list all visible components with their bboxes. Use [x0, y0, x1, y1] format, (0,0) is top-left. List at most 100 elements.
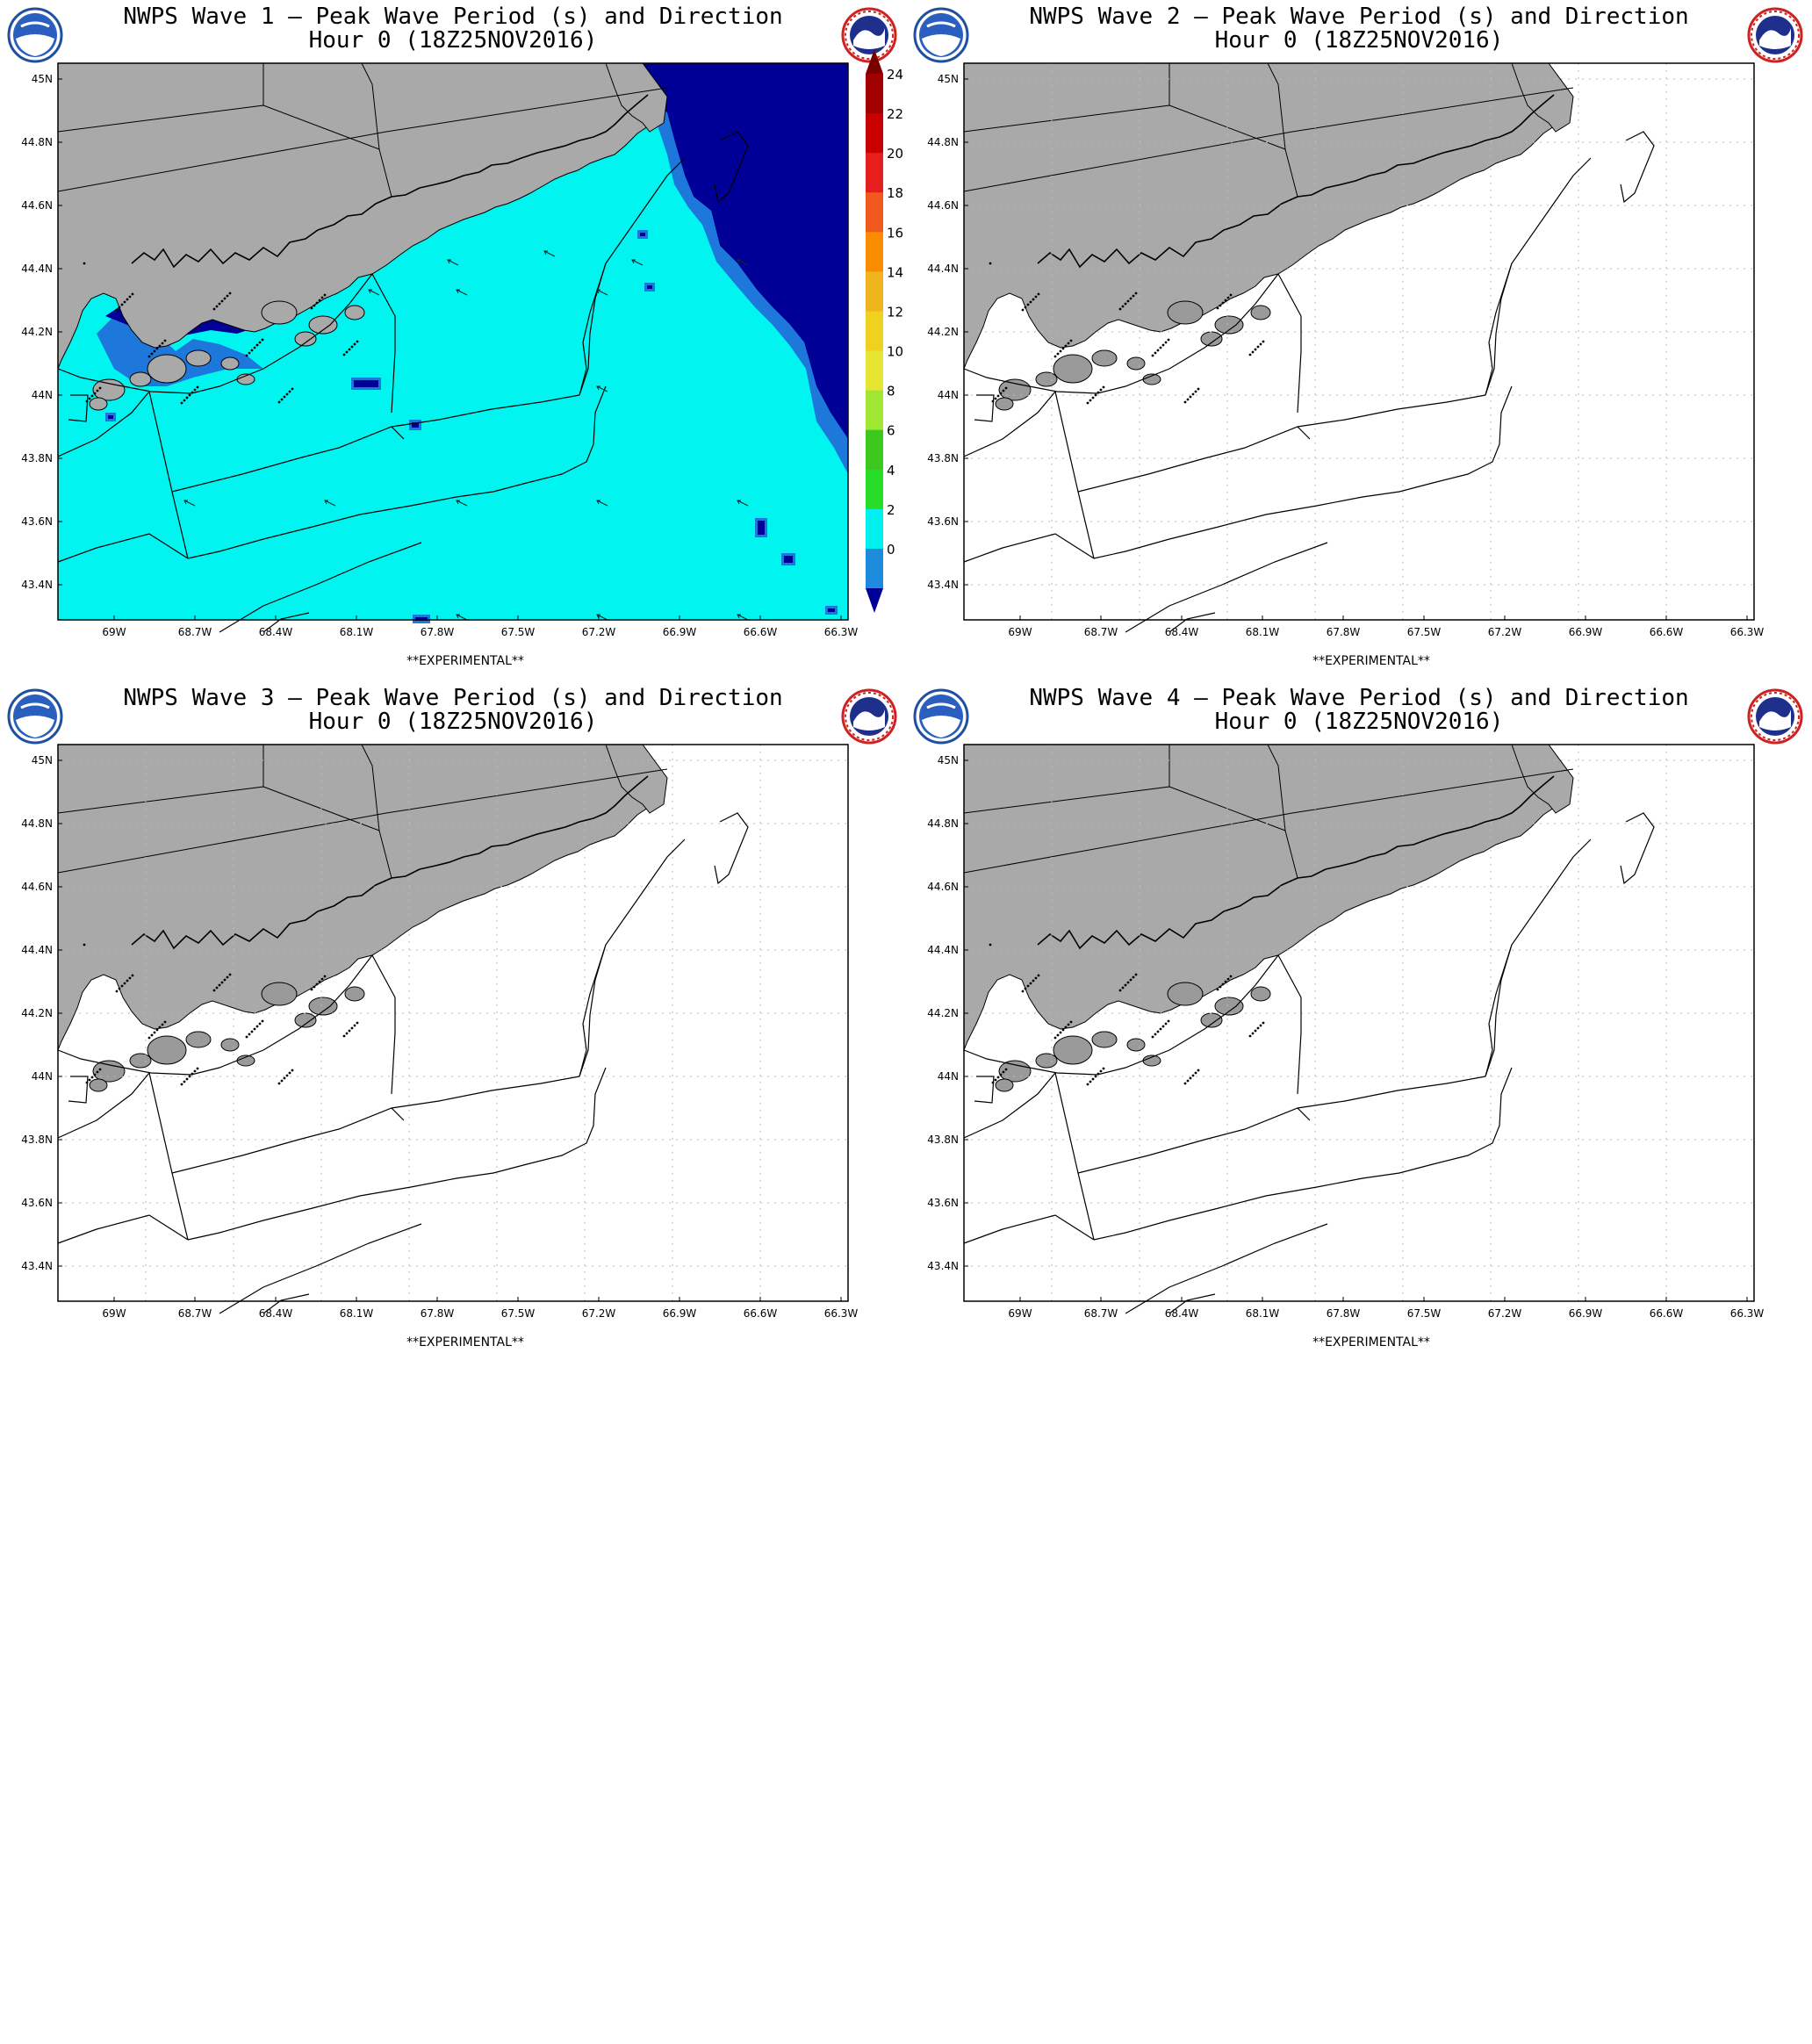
zone-boundary: [171, 491, 189, 559]
island: [308, 315, 338, 335]
colorbar-segment: [866, 232, 883, 272]
island: [220, 1038, 240, 1052]
coast-detail: [183, 1080, 186, 1083]
lon-tick-label: 67.2W: [582, 1307, 616, 1320]
coast-detail: [193, 388, 197, 392]
zone-boundary: [1297, 426, 1311, 440]
coast-detail: [185, 1077, 189, 1081]
island: [1250, 305, 1271, 320]
zone-boundary: [57, 533, 189, 563]
coast-detail: [1032, 298, 1035, 301]
coast-detail: [318, 980, 321, 983]
island: [220, 356, 240, 371]
zone-boundary: [714, 131, 749, 204]
county-border: [57, 87, 668, 192]
county-border: [361, 62, 380, 150]
coast-detail: [1037, 974, 1040, 977]
lat-tick-label: 44.6N: [21, 881, 53, 893]
noaa-logo-icon: [7, 7, 63, 63]
zone-boundary: [148, 391, 580, 493]
direction-arrow: [456, 500, 468, 507]
coast-detail: [183, 399, 186, 402]
coast-detail: [223, 978, 226, 982]
plot-frame: [963, 62, 1755, 621]
island: [344, 986, 365, 1002]
coast-detail: [226, 294, 229, 298]
land-mass: [57, 62, 658, 370]
coast-detail: [1262, 340, 1265, 343]
coast-detail: [1194, 1071, 1197, 1075]
colorbar-top-arrow: [866, 49, 883, 74]
island: [1126, 1038, 1146, 1052]
zone-boundary: [187, 1067, 607, 1241]
lat-tick-label: 44.4N: [21, 944, 53, 956]
direction-arrow: [596, 289, 608, 296]
lat-tick-label: 44N: [938, 1070, 959, 1083]
coast-detail: [1189, 395, 1192, 399]
island: [1200, 331, 1223, 347]
lat-tick-label: 44N: [938, 389, 959, 401]
zone-boundary: [963, 1072, 1056, 1139]
coast-detail: [1197, 1069, 1200, 1072]
panel-title: NWPS Wave 2 – Peak Wave Period (s) and D…: [1029, 4, 1689, 30]
coast-detail: [96, 1070, 99, 1074]
lon-tick-label: 67.5W: [501, 1307, 536, 1320]
lat-tick-label: 43.6N: [927, 1197, 959, 1209]
lon-tick-label: 68.7W: [178, 626, 212, 638]
coast-detail: [1091, 1077, 1095, 1081]
lon-tick-label: 68.1W: [340, 1307, 374, 1320]
coast-detail: [98, 1068, 102, 1071]
zone-boundary: [57, 1072, 150, 1139]
zone-boundary: [974, 1076, 995, 1104]
coast-detail: [291, 1069, 294, 1072]
coast-detail: [283, 395, 286, 399]
land-mass: [57, 744, 658, 1051]
colorbar-segment: [866, 429, 883, 471]
lat-tick-label: 43.8N: [21, 1134, 53, 1146]
colorbar-segment: [866, 469, 883, 510]
lon-tick-label: 66.9W: [663, 1307, 697, 1320]
coast-detail: [1024, 987, 1027, 990]
island: [261, 300, 298, 325]
coast-detail: [1089, 399, 1092, 402]
coast-detail: [1061, 1028, 1065, 1032]
coast-detail: [220, 981, 224, 984]
coast-detail: [248, 351, 251, 355]
panel-wave-4: NWPS Wave 4 – Peak Wave Period (s) and D…: [906, 681, 1812, 1363]
coast-detail: [1121, 986, 1125, 990]
zone-boundary: [68, 394, 89, 422]
coast-detail: [218, 302, 221, 306]
lat-tick-label: 44.6N: [21, 199, 53, 212]
shaded-cell: [415, 617, 428, 621]
lon-tick-label: 67.8W: [1327, 626, 1361, 638]
zone-boundary: [57, 391, 150, 457]
map-area: [57, 744, 849, 1314]
lon-tick-label: 66.3W: [1730, 1307, 1765, 1320]
island: [995, 1078, 1014, 1092]
coast-detail: [1251, 1032, 1255, 1035]
coast-detail: [1029, 300, 1032, 304]
coast-detail: [345, 1032, 349, 1035]
coast-detail: [1191, 1074, 1195, 1077]
coast-detail: [288, 1071, 291, 1075]
coast-detail: [128, 295, 132, 299]
lon-tick-label: 67.2W: [1488, 1307, 1522, 1320]
land-mass: [963, 62, 1564, 370]
coast-detail: [285, 392, 289, 396]
coast-detail: [1248, 1034, 1252, 1038]
coast-detail: [989, 262, 992, 265]
shaded-cell: [640, 233, 645, 236]
coast-detail: [212, 989, 216, 992]
colorbar-label: 22: [887, 106, 903, 122]
coast-detail: [196, 1067, 199, 1070]
coast-detail: [1059, 349, 1062, 353]
noaa-logo-icon: [7, 688, 63, 745]
coast-detail: [315, 301, 319, 305]
colorbar-bottom-arrow: [866, 588, 883, 613]
coast-detail: [120, 984, 124, 988]
coast-detail: [989, 943, 992, 946]
zone-boundary: [187, 385, 607, 559]
coast-detail: [1254, 348, 1257, 351]
coast-detail: [1229, 975, 1233, 978]
coast-detail: [185, 396, 189, 399]
